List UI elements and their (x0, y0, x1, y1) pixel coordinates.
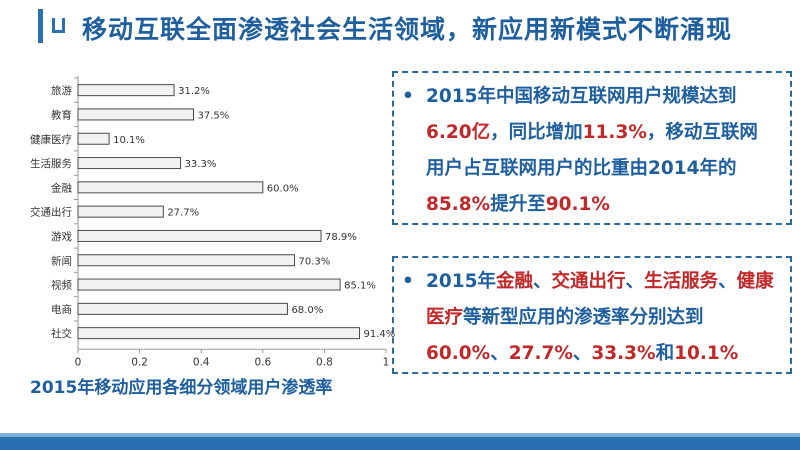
category-label: 健康医疗 (30, 133, 72, 146)
callout-segment: 金融 (496, 271, 534, 292)
callout-segment: 、 (490, 343, 509, 364)
data-label: 27.7% (167, 208, 199, 219)
data-label: 10.1% (113, 135, 145, 146)
callout-segment: 交通出行 (551, 271, 626, 292)
title-bracket-icon (52, 18, 65, 33)
category-label: 视频 (51, 279, 72, 292)
bar-chart: 旅游 31.2% 教育 37.5% 健康医疗 10.1% 生活服务 33.3% 金融 60.0% 交… (0, 70, 400, 370)
footer-rule-light (0, 433, 800, 437)
x-tick-label: 0.2 (131, 356, 148, 368)
x-tick-label: 0.8 (316, 356, 333, 368)
x-tick-label: 0.6 (254, 356, 271, 368)
callout-bullet: • (402, 86, 414, 107)
callout-segment: 、 (533, 271, 552, 292)
category-label: 电商 (51, 303, 72, 316)
callout-segment: 生活服务 (644, 271, 719, 292)
category-label: 交通出行 (30, 206, 72, 219)
category-label: 教育 (51, 108, 72, 121)
category-label: 社交 (51, 327, 72, 340)
bar (77, 278, 341, 291)
page-title: 移动互联全面渗透社会生活领域，新应用新模式不断涌现 (82, 15, 733, 44)
callout-text: 2015年中国移动互联网用户规模达到 6.20亿，同比增加11.3%，移动互联网用… (414, 79, 776, 223)
data-label: 91.4% (364, 329, 396, 340)
category-label: 旅游 (51, 84, 72, 97)
callout-segment: 85.8% (426, 194, 491, 215)
category-label: 生活服务 (30, 157, 72, 170)
callout-segment: 2015年中国移动互联网用户规模达到 (426, 86, 737, 107)
bar (77, 205, 164, 218)
data-label: 68.0% (291, 305, 323, 316)
callout-segment: 2015年 (426, 271, 496, 292)
title-accent-bar (38, 9, 43, 43)
x-tick-label: 0 (75, 356, 82, 368)
x-tick-label: 1 (383, 356, 390, 368)
callout-segment: 60.0% (426, 343, 491, 364)
bar (77, 229, 322, 242)
callout-segment: 27.7% (508, 343, 573, 364)
x-tick-label: 0.4 (193, 356, 210, 368)
category-label: 金融 (51, 181, 72, 194)
callout-new-apps: • 2015年金融、交通出行、生活服务、健康医疗等新型应用的渗透率分别达到60.… (392, 256, 792, 374)
callout-segment: 等新型应用的渗透率分别达到 (463, 307, 704, 328)
callout-segment: 10.1% (674, 343, 739, 364)
category-label: 游戏 (51, 230, 72, 243)
bar (77, 302, 288, 315)
callout-segment: 11.3% (582, 122, 647, 143)
bar (77, 84, 175, 97)
data-label: 33.3% (185, 159, 217, 170)
callout-segment: 、 (572, 343, 592, 364)
callout-segment: 、 (718, 271, 737, 292)
bar (77, 132, 110, 145)
callout-segment: 和 (655, 343, 675, 364)
data-label: 70.3% (299, 256, 331, 267)
chart-title: 2015年移动应用各细分领域用户渗透率 (30, 378, 333, 398)
callout-text: 2015年金融、交通出行、生活服务、健康医疗等新型应用的渗透率分别达到60.0%… (414, 264, 776, 372)
bar (77, 157, 182, 170)
callout-user-scale: • 2015年中国移动互联网用户规模达到 6.20亿，同比增加11.3%，移动互联… (392, 71, 792, 225)
category-label: 新闻 (51, 254, 72, 267)
bar (77, 327, 361, 340)
data-label: 31.2% (178, 86, 210, 97)
callout-segment: 6.20亿 (426, 122, 491, 143)
data-label: 78.9% (325, 232, 357, 243)
data-label: 85.1% (344, 281, 376, 292)
callout-segment: 健康医疗 (426, 271, 774, 328)
callout-segment: 提升至 (490, 194, 546, 215)
bar (77, 181, 264, 194)
title-bar: 移动互联全面渗透社会生活领域，新应用新模式不断涌现 (0, 0, 800, 52)
callout-bullet: • (402, 271, 414, 292)
callout-segment: ，同比增加 (490, 122, 583, 143)
data-label: 60.0% (267, 183, 299, 194)
callout-segment: 90.1% (545, 194, 610, 215)
bar (77, 108, 194, 121)
callout-segment: 33.3% (591, 343, 656, 364)
callout-segment: ，移动互联网用户占互联网用户的比重由2014年的 (426, 122, 758, 179)
bar (77, 254, 296, 267)
callout-segment: 、 (625, 271, 645, 292)
data-label: 37.5% (198, 110, 230, 121)
bar-chart-svg: 旅游 31.2% 教育 37.5% 健康医疗 10.1% 生活服务 33.3% 金融 60.0% 交… (30, 76, 396, 368)
footer-rule (0, 437, 800, 450)
